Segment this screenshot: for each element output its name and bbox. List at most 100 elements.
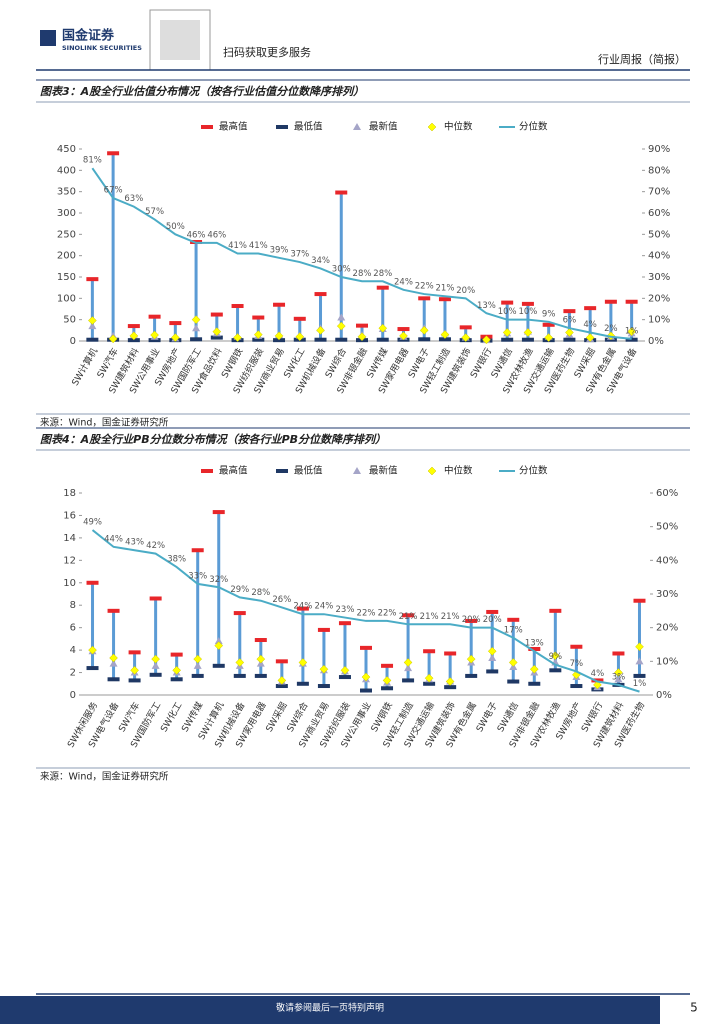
marker <box>233 673 246 678</box>
data-label: 49% <box>83 518 102 528</box>
range-bar <box>217 512 221 666</box>
range-bar <box>154 598 158 675</box>
marker <box>337 313 346 321</box>
data-label: 50% <box>166 222 185 232</box>
y-tick-label: 200 <box>57 251 76 262</box>
marker <box>148 338 161 343</box>
legend-label: 中位数 <box>444 465 473 477</box>
data-label: 34% <box>311 256 330 266</box>
brand: 国金证券 <box>62 28 115 44</box>
range-bar <box>469 620 473 676</box>
marker <box>298 658 308 667</box>
marker <box>338 621 351 626</box>
marker <box>252 337 265 342</box>
data-label: 21% <box>399 612 418 622</box>
marker <box>444 651 457 656</box>
range-bar <box>364 647 368 691</box>
page-number: 5 <box>690 1001 698 1015</box>
data-label: 21% <box>420 612 439 622</box>
range-bar <box>574 646 578 687</box>
marker <box>360 688 372 693</box>
data-label: 41% <box>228 241 247 251</box>
marker <box>376 337 389 342</box>
marker <box>563 337 576 342</box>
marker <box>88 316 97 325</box>
marker <box>565 328 574 337</box>
marker <box>109 659 118 667</box>
marker <box>625 337 638 342</box>
range-bar <box>153 316 157 341</box>
range-bar <box>381 287 385 340</box>
range-bar <box>637 600 641 676</box>
marker <box>316 325 325 335</box>
marker <box>465 673 478 678</box>
data-label: 10% <box>518 307 537 317</box>
marker <box>591 678 604 683</box>
data-label: 29% <box>230 585 249 595</box>
chart-title: 图表3：A股全行业估值分布情况（按各行业估值分位数降序排列） <box>40 85 364 98</box>
brand-en: SINOLINK SECURITIES <box>62 44 142 52</box>
marker <box>521 301 534 306</box>
marker <box>438 297 451 302</box>
marker <box>550 651 560 661</box>
marker <box>404 664 413 672</box>
marker <box>423 681 436 686</box>
marker <box>585 333 595 342</box>
marker <box>130 665 139 675</box>
marker <box>570 684 583 689</box>
data-label: 46% <box>207 230 226 240</box>
data-label: 7% <box>570 659 584 669</box>
footer-bar <box>0 996 660 1024</box>
marker <box>88 645 97 655</box>
marker <box>191 548 204 553</box>
legend-swatch <box>353 467 361 474</box>
marker <box>277 676 287 685</box>
marker <box>86 666 99 671</box>
data-label: 28% <box>373 269 392 279</box>
data-label: 24% <box>293 602 312 612</box>
range-bar <box>90 279 94 340</box>
data-label: 24% <box>314 602 333 612</box>
y-tick-label: 50 <box>63 315 76 326</box>
marker <box>549 668 562 673</box>
marker <box>274 331 284 341</box>
range-bar <box>448 653 452 688</box>
marker <box>214 637 223 645</box>
marker <box>107 608 120 613</box>
marker <box>625 299 638 304</box>
marker <box>614 668 623 677</box>
marker <box>507 617 520 622</box>
marker <box>612 651 625 656</box>
data-label: 3% <box>612 672 626 682</box>
data-label: 20% <box>456 286 475 296</box>
range-bar <box>490 611 494 672</box>
marker <box>563 309 576 314</box>
y-tick-label: 8 <box>70 600 76 611</box>
marker <box>382 676 392 685</box>
marker <box>635 642 644 652</box>
marker <box>465 618 478 623</box>
y-tick-label: 250 <box>57 229 76 240</box>
marker <box>314 337 327 342</box>
y2-tick-label: 10% <box>648 315 670 326</box>
marker <box>214 641 224 650</box>
footer-note: 敬请参阅最后一页特别声明 <box>276 1002 384 1014</box>
data-label: 30% <box>332 265 351 275</box>
marker <box>128 650 141 655</box>
y2-tick-label: 20% <box>648 293 670 304</box>
range-bar <box>547 324 551 341</box>
legend-swatch <box>427 122 437 132</box>
range-bar <box>236 306 240 341</box>
data-label: 67% <box>104 186 123 196</box>
marker <box>335 190 348 195</box>
data-label: 43% <box>125 538 144 548</box>
y-tick-label: 6 <box>70 623 76 634</box>
y-tick-label: 14 <box>63 533 76 544</box>
marker <box>149 672 162 677</box>
range-bar <box>630 301 634 340</box>
chart-source: 来源：Wind，国金证券研究所 <box>40 417 169 429</box>
legend-label: 最低值 <box>294 121 323 133</box>
marker <box>335 337 348 342</box>
range-bar <box>567 311 571 340</box>
data-label: 6% <box>563 316 577 326</box>
